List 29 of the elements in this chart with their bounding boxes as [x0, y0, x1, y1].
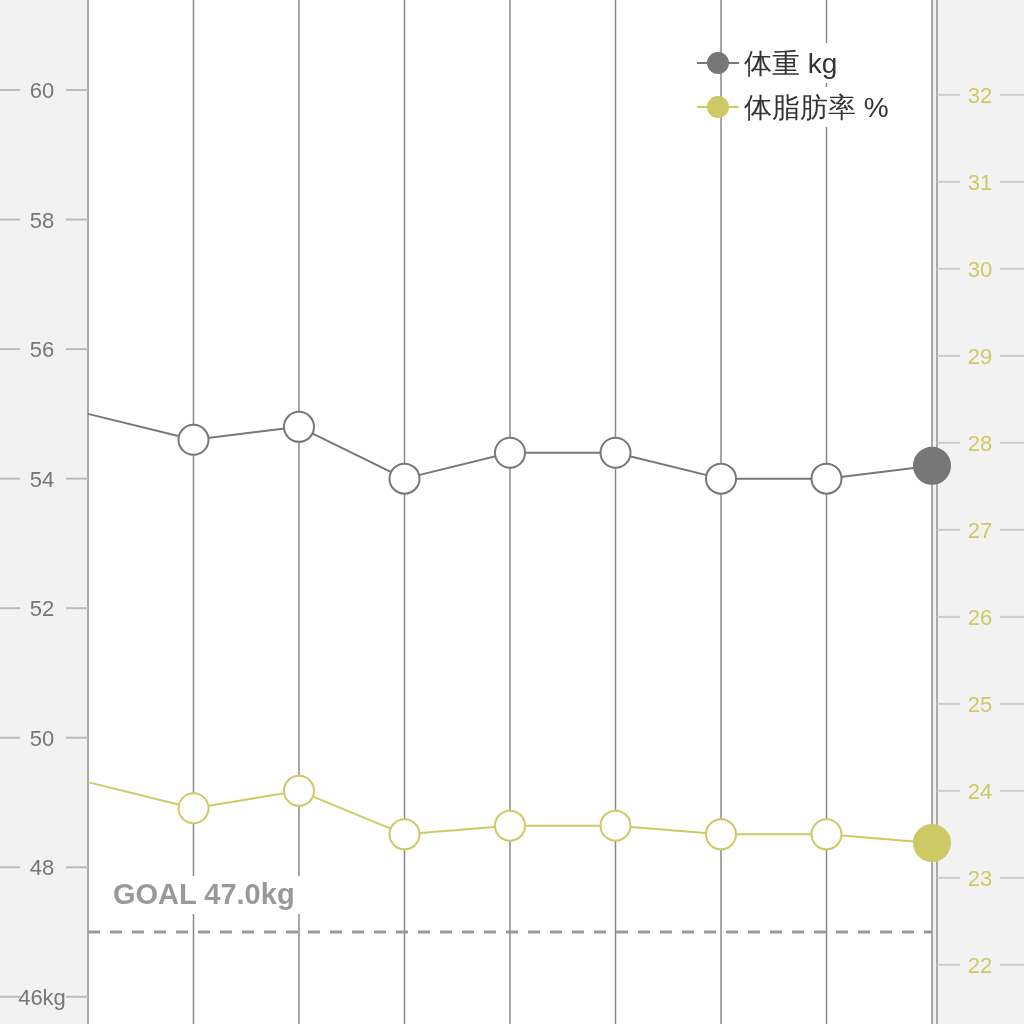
- legend-label: 体脂肪率 %: [744, 92, 889, 123]
- point: [705, 462, 737, 495]
- y-tick-label: 60: [29, 78, 55, 104]
- y2-tick-label: 24: [967, 778, 993, 804]
- y-tick-label: 46kg: [18, 984, 66, 1010]
- y2-tick-label: 31: [967, 169, 993, 195]
- y-tick-label: 50: [29, 725, 55, 751]
- point: [177, 423, 210, 456]
- y2-tick-label: 22: [967, 952, 993, 978]
- y2-tick-label: 28: [967, 430, 993, 456]
- y2-tick-label: 29: [967, 343, 993, 369]
- y-tick-label: 58: [29, 207, 55, 233]
- y2-tick-label: 26: [967, 604, 993, 630]
- y-tick-label: 48: [29, 855, 55, 881]
- y2-tick-label: 23: [967, 865, 993, 891]
- legend-label: 体重 kg: [744, 48, 838, 79]
- y2-tick-label: 27: [967, 517, 993, 543]
- y-tick-label: 56: [29, 337, 55, 363]
- y2-tick-label: 30: [967, 256, 993, 282]
- y2-tick-label: 32: [967, 82, 993, 108]
- y2-tick-label: 25: [967, 691, 993, 717]
- ref-line-label: GOAL 47.0kg: [113, 878, 295, 911]
- point: [494, 436, 526, 469]
- point: [810, 462, 843, 495]
- point: [283, 410, 315, 443]
- point: [599, 436, 632, 469]
- y-tick-label: 52: [29, 596, 55, 622]
- y-tick-label: 54: [29, 466, 55, 492]
- point: [388, 462, 421, 495]
